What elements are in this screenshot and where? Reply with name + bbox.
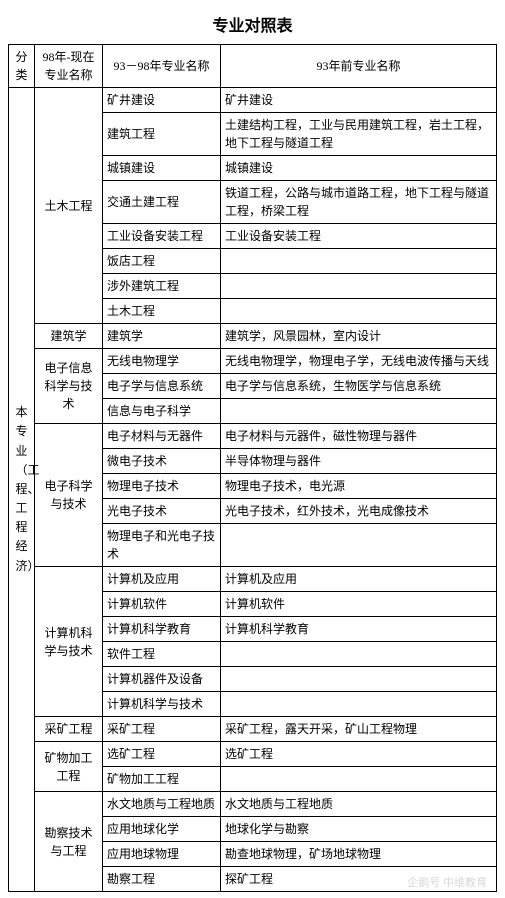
now-major-cell: 矿物加工工程 [35, 742, 103, 792]
old-major-cell: 铁道工程，公路与城市道路工程，地下工程与隧道工程，桥梁工程 [221, 181, 497, 224]
table-row: 电子科学与技术电子材料与无器件电子材料与元器件，磁性物理与器件 [9, 424, 497, 449]
mid-major-cell: 矿物加工工程 [103, 767, 221, 792]
old-major-cell: 矿井建设 [221, 88, 497, 113]
mid-major-cell: 微电子技术 [103, 449, 221, 474]
mid-major-cell: 电子学与信息系统 [103, 374, 221, 399]
now-major-cell: 计算机科学与技术 [35, 567, 103, 717]
header-now: 98年-现在专业名称 [35, 45, 103, 88]
old-major-cell [221, 524, 497, 567]
mid-major-cell: 光电子技术 [103, 499, 221, 524]
mid-major-cell: 应用地球物理 [103, 842, 221, 867]
table-row: 本专业（工程、工程经济）土木工程矿井建设矿井建设 [9, 88, 497, 113]
old-major-cell [221, 274, 497, 299]
mid-major-cell: 计算机科学教育 [103, 617, 221, 642]
mid-major-cell: 采矿工程 [103, 717, 221, 742]
now-major-cell: 电子科学与技术 [35, 424, 103, 567]
mid-major-cell: 勘察工程 [103, 867, 221, 892]
mid-major-cell: 土木工程 [103, 299, 221, 324]
mid-major-cell: 电子材料与无器件 [103, 424, 221, 449]
mid-major-cell: 应用地球化学 [103, 817, 221, 842]
mid-major-cell: 工业设备安装工程 [103, 224, 221, 249]
old-major-cell: 计算机科学教育 [221, 617, 497, 642]
old-major-cell: 计算机及应用 [221, 567, 497, 592]
old-major-cell: 电子材料与元器件，磁性物理与器件 [221, 424, 497, 449]
old-major-cell [221, 399, 497, 424]
now-major-cell: 土木工程 [35, 88, 103, 324]
now-major-cell: 建筑学 [35, 324, 103, 349]
old-major-cell: 勘查地球物理，矿场地球物理 [221, 842, 497, 867]
header-category: 分类 [9, 45, 35, 88]
old-major-cell: 采矿工程，露天开采，矿山工程物理 [221, 717, 497, 742]
mid-major-cell: 无线电物理学 [103, 349, 221, 374]
old-major-cell: 工业设备安装工程 [221, 224, 497, 249]
table-row: 电子信息科学与技术无线电物理学无线电物理学，物理电子学，无线电波传播与天线 [9, 349, 497, 374]
old-major-cell [221, 692, 497, 717]
mid-major-cell: 城镇建设 [103, 156, 221, 181]
old-major-cell: 计算机软件 [221, 592, 497, 617]
now-major-cell: 勘察技术与工程 [35, 792, 103, 892]
header-old: 93年前专业名称 [221, 45, 497, 88]
old-major-cell: 无线电物理学，物理电子学，无线电波传播与天线 [221, 349, 497, 374]
old-major-cell: 选矿工程 [221, 742, 497, 767]
mid-major-cell: 饭店工程 [103, 249, 221, 274]
category-cell: 本专业（工程、工程经济） [9, 88, 35, 892]
old-major-cell: 水文地质与工程地质 [221, 792, 497, 817]
table-row: 勘察技术与工程水文地质与工程地质水文地质与工程地质 [9, 792, 497, 817]
table-row: 计算机科学与技术计算机及应用计算机及应用 [9, 567, 497, 592]
mid-major-cell: 水文地质与工程地质 [103, 792, 221, 817]
old-major-cell: 光电子技术，红外技术，光电成像技术 [221, 499, 497, 524]
old-major-cell [221, 767, 497, 792]
mid-major-cell: 软件工程 [103, 642, 221, 667]
table-row: 建筑学建筑学建筑学，风景园林，室内设计 [9, 324, 497, 349]
header-mid: 93－98年专业名称 [103, 45, 221, 88]
old-major-cell: 物理电子技术，电光源 [221, 474, 497, 499]
mid-major-cell: 信息与电子科学 [103, 399, 221, 424]
table-row: 采矿工程采矿工程采矿工程，露天开采，矿山工程物理 [9, 717, 497, 742]
now-major-cell: 电子信息科学与技术 [35, 349, 103, 424]
mid-major-cell: 物理电子和光电子技术 [103, 524, 221, 567]
table-header-row: 分类 98年-现在专业名称 93－98年专业名称 93年前专业名称 [9, 45, 497, 88]
mid-major-cell: 计算机器件及设备 [103, 667, 221, 692]
mid-major-cell: 交通土建工程 [103, 181, 221, 224]
mid-major-cell: 计算机科学与技术 [103, 692, 221, 717]
old-major-cell: 城镇建设 [221, 156, 497, 181]
old-major-cell [221, 642, 497, 667]
old-major-cell [221, 249, 497, 274]
mid-major-cell: 计算机软件 [103, 592, 221, 617]
mid-major-cell: 建筑工程 [103, 113, 221, 156]
old-major-cell [221, 667, 497, 692]
mid-major-cell: 选矿工程 [103, 742, 221, 767]
old-major-cell: 探矿工程 [221, 867, 497, 892]
now-major-cell: 采矿工程 [35, 717, 103, 742]
old-major-cell: 电子学与信息系统，生物医学与信息系统 [221, 374, 497, 399]
old-major-cell [221, 299, 497, 324]
mid-major-cell: 建筑学 [103, 324, 221, 349]
old-major-cell: 土建结构工程，工业与民用建筑工程，岩土工程，地下工程与隧道工程 [221, 113, 497, 156]
mid-major-cell: 矿井建设 [103, 88, 221, 113]
mid-major-cell: 涉外建筑工程 [103, 274, 221, 299]
old-major-cell: 半导体物理与器件 [221, 449, 497, 474]
mid-major-cell: 计算机及应用 [103, 567, 221, 592]
old-major-cell: 建筑学，风景园林，室内设计 [221, 324, 497, 349]
majors-table: 分类 98年-现在专业名称 93－98年专业名称 93年前专业名称 本专业（工程… [8, 44, 497, 892]
old-major-cell: 地球化学与勘察 [221, 817, 497, 842]
page-title: 专业对照表 [8, 12, 497, 36]
table-row: 矿物加工工程选矿工程选矿工程 [9, 742, 497, 767]
mid-major-cell: 物理电子技术 [103, 474, 221, 499]
